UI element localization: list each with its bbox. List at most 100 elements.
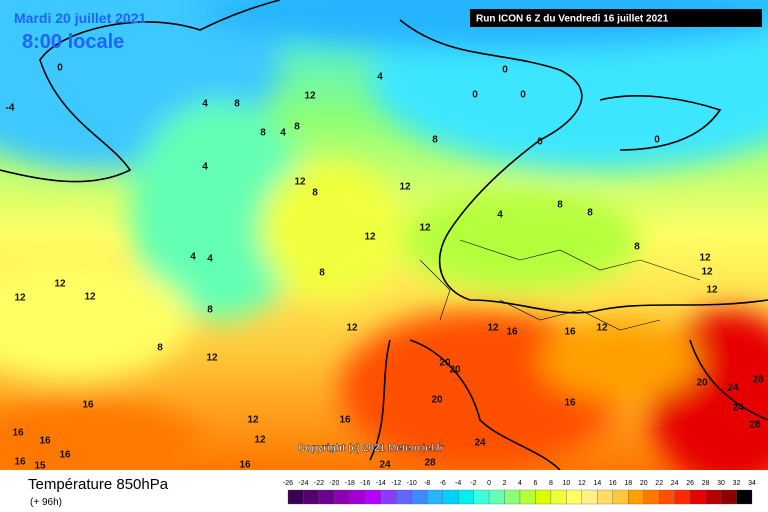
colorbar-tick-label: -12 [391,480,401,487]
contour-label: 16 [239,460,251,471]
colorbar-swatch [720,489,737,505]
colorbar-swatch [581,489,598,505]
contour-label: 12 [419,223,431,234]
colorbar-tick-label: -2 [470,480,476,487]
contour-label: 12 [706,285,718,296]
colorbar-swatch [566,489,583,505]
contour-label: 12 [54,279,66,290]
contour-label: 12 [596,323,608,334]
colorbar-tick-label: 4 [518,480,522,487]
colorbar-tick-label: 18 [624,480,632,487]
contour-label: 12 [294,177,306,188]
contour-label: 4 [207,254,213,265]
colorbar-tick-label: -10 [407,480,417,487]
colorbar-swatch [303,489,320,505]
date: Mardi 20 juillet 2021 [14,10,146,26]
colorbar-swatch [659,489,675,505]
contour-label: 4 [190,252,196,263]
contour-label: 4 [202,99,208,110]
colorbar-tick-label: -16 [360,480,370,487]
footer-title: Température 850hPa [28,476,169,493]
colorbar-tick-label: -18 [345,480,355,487]
contour-label: 16 [506,327,518,338]
colorbar-swatch [411,489,428,505]
contour-label: 16 [39,436,51,447]
colorbar-swatch [519,489,536,505]
contour-label: 8 [432,135,438,146]
colorbar-tick-label: 24 [671,480,679,487]
contour-label: 16 [59,450,71,461]
colorbar-swatch [442,489,459,505]
colorbar: -26 -24 -22 -20 -18 -16 -14 -12 -10 -8 -6 -4 -2 0 2 4 6 8… [283,480,756,505]
colorbar-swatch [535,489,552,505]
contour-label: 24 [732,403,744,414]
colorbar-tick-label: -14 [376,480,386,487]
contour-label: 16 [82,400,94,411]
contour-label: 12 [399,182,411,193]
colorbar-swatch [674,489,691,505]
contour-label: 28 [424,458,436,469]
map [0,0,768,470]
contour-label: 15 [34,461,46,472]
colorbar-tick-label: 16 [609,480,617,487]
contour-label: 24 [727,383,739,394]
contour-label: 8 [294,122,300,133]
colorbar-swatch [334,489,351,505]
contour-label: 20 [696,378,708,389]
contour-label: 8 [260,128,266,139]
contour-label: 0 [537,137,543,148]
contour-label: 8 [234,99,240,110]
colorbar-swatch [643,489,660,505]
colorbar-swatch [597,489,613,505]
colorbar-tick-label: 0 [487,480,491,487]
contour-label: 20 [431,395,443,406]
colorbar-swatch [504,489,521,505]
colorbar-swatch [473,489,490,505]
contour-label: 12 [701,267,713,278]
colorbar-tick-label: -8 [424,480,430,487]
contour-label: 4 [377,72,383,83]
contour-label: 24 [474,438,486,449]
contour-label: 16 [564,327,576,338]
contour-label: 0 [654,135,660,146]
colorbar-swatch [427,489,443,505]
colorbar-tick-label: 32 [733,480,741,487]
footer-lead: (+ 96h) [30,497,62,508]
colorbar-tick-label: 2 [503,480,507,487]
contour-label: 12 [304,91,316,102]
contour-label: 0 [502,65,508,76]
copyright: Copyright (c) 2021 Meteociel.fr [298,443,444,454]
colorbar-tick-label: -20 [329,480,339,487]
contour-label: 8 [319,268,325,279]
contour-label: 4 [497,210,503,221]
contour-label: 16 [14,457,26,468]
contour-label: -4 [6,103,15,114]
contour-label: 12 [364,232,376,243]
colorbar-tick-label: -26 [283,480,293,487]
colorbar-tick-label: 20 [640,480,648,487]
contour-label: 16 [12,428,24,439]
colorbar-tick-label: 6 [534,480,538,487]
contour-label: 8 [312,188,318,199]
contour-label: 0 [57,63,63,74]
colorbar-swatch [550,489,567,505]
colorbar-tick-label: 12 [578,480,586,487]
colorbar-tick-label: 8 [549,480,553,487]
contour-label: 12 [346,323,358,334]
contour-label: 0 [520,90,526,101]
colorbar-swatch [349,489,366,505]
contour-label: 4 [280,128,286,139]
contour-label: 24 [379,460,391,471]
contour-label: 8 [157,343,163,354]
contour-label: 12 [699,253,711,264]
colorbar-swatch [628,489,644,505]
colorbar-tick-label: -22 [314,480,324,487]
contour-label: 12 [206,353,218,364]
contour-label: 20 [449,365,461,376]
contour-label: 8 [587,208,593,219]
colorbar-tick-label: 34 [748,480,756,487]
contour-label: 28 [749,420,761,431]
contour-label: 12 [14,293,26,304]
contour-label: 16 [564,398,576,409]
